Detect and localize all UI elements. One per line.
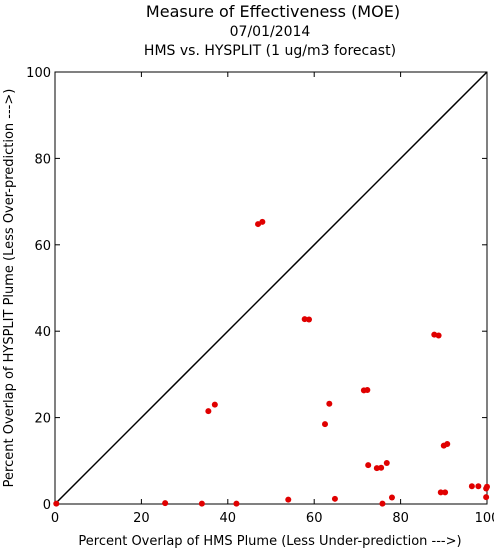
x-tick-label: 0 (51, 511, 59, 526)
data-point (373, 465, 380, 472)
data-point (259, 218, 266, 225)
data-point (364, 386, 371, 393)
y-tick-label: 20 (34, 412, 51, 427)
chart-subtitle-date: 07/01/2014 (230, 24, 311, 40)
data-point (379, 500, 386, 507)
data-point (53, 500, 60, 507)
y-tick-label: 60 (34, 239, 51, 254)
x-tick-label: 40 (220, 511, 237, 526)
data-point (306, 316, 313, 323)
chart-subtitle-desc: HMS vs. HYSPLIT (1 ug/m3 forecast) (144, 43, 396, 59)
chart-title: Measure of Effectiveness (MOE) (146, 2, 400, 21)
data-point (205, 408, 212, 415)
data-point (435, 332, 442, 339)
data-point (285, 496, 292, 503)
y-tick-label: 40 (34, 325, 51, 340)
data-point (233, 500, 240, 507)
x-axis-label: Percent Overlap of HMS Plume (Less Under… (78, 534, 461, 549)
x-tick-label: 20 (133, 511, 150, 526)
data-point (331, 495, 338, 502)
data-point (444, 440, 451, 447)
data-point (162, 500, 169, 507)
y-tick-label: 100 (26, 66, 51, 81)
data-point (198, 500, 205, 507)
y-axis-ticks: 0 20 40 60 80 100 (26, 66, 487, 513)
data-point (483, 494, 490, 501)
diagonal-reference-line (54, 71, 488, 505)
data-point (378, 464, 385, 471)
data-point (475, 483, 482, 490)
y-axis-label: Percent Overlap of HYSPLIT Plume (Less O… (2, 89, 17, 488)
x-tick-label: 60 (306, 511, 323, 526)
data-point (388, 494, 395, 501)
data-points (53, 218, 490, 507)
x-axis-ticks: 0 20 40 60 80 100 (51, 72, 494, 526)
plot-frame (54, 71, 488, 505)
data-point (365, 462, 372, 469)
data-point (301, 316, 308, 323)
data-point (484, 483, 490, 490)
data-point (326, 400, 333, 407)
x-tick-label: 100 (475, 511, 494, 526)
data-point (468, 483, 475, 490)
y-tick-label: 80 (34, 152, 51, 167)
data-point (211, 401, 218, 408)
data-point (383, 459, 390, 466)
y-tick-label: 0 (43, 498, 51, 513)
data-point (322, 421, 328, 428)
x-tick-label: 80 (392, 511, 409, 526)
data-point (442, 489, 449, 496)
data-point (437, 489, 444, 496)
